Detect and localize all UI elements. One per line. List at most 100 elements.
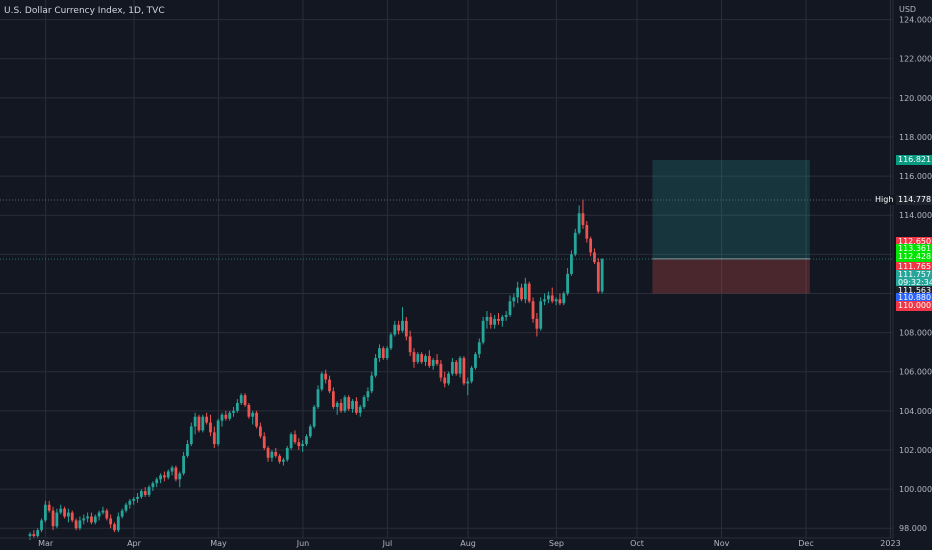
y-tick-label: 106.000 (899, 368, 932, 377)
candle-body (447, 373, 450, 384)
candle-body (512, 297, 516, 302)
candle-body (339, 403, 343, 411)
price-tag: 116.821 (896, 155, 932, 165)
candle-body (328, 379, 331, 392)
candle-body (47, 504, 51, 511)
candle-body (427, 356, 431, 366)
candle-body (105, 510, 109, 519)
price-tag: 111.563 (896, 285, 932, 296)
candle-body (508, 301, 512, 315)
candle-body (404, 320, 408, 337)
candle-body (228, 412, 232, 419)
candle-body (550, 295, 554, 302)
candle-body (163, 475, 166, 478)
candle-body (189, 426, 193, 445)
candle-body (596, 262, 600, 292)
y-tick-label: 104.000 (899, 407, 932, 416)
x-tick-label: May (210, 539, 227, 548)
candle-body (335, 403, 339, 407)
y-tick-label: 98.000 (899, 524, 927, 533)
candle-body (193, 416, 197, 427)
candle-body (543, 299, 546, 302)
candle-body (247, 404, 251, 417)
candle-body (485, 316, 489, 321)
y-tick-label: 108.000 (899, 329, 932, 338)
candle-body (523, 283, 527, 300)
candle-body (504, 314, 508, 317)
candle-body (128, 500, 132, 505)
stop-zone (652, 258, 810, 294)
candle-body (251, 412, 255, 417)
candle-body (397, 324, 401, 331)
candle-body (40, 520, 43, 531)
candle-body (90, 516, 93, 523)
candle-body (293, 434, 297, 443)
candle-body (481, 320, 485, 343)
price-tag: 110.880 (896, 293, 932, 304)
candle-body (282, 459, 285, 462)
candle-body (370, 375, 374, 392)
candle-body (274, 451, 278, 456)
candle-body (116, 516, 120, 531)
candle-body (593, 252, 596, 263)
candle-body (170, 467, 174, 472)
candles (28, 199, 604, 540)
candle-body (201, 416, 205, 431)
candle-body (331, 391, 335, 407)
candle-body (151, 483, 155, 488)
candle-body (320, 373, 324, 390)
price-tag: 112.650 (896, 236, 932, 247)
candle-body (451, 361, 454, 374)
candle-body (500, 316, 504, 321)
candle-body (343, 397, 347, 411)
candle-body (458, 358, 462, 374)
candle-body (493, 318, 497, 325)
high-price-tag: 114.778 (896, 194, 932, 205)
y-tick-label: 102.000 (899, 446, 932, 455)
candle-body (212, 432, 216, 445)
candle-body (297, 442, 301, 447)
candle-body (166, 471, 170, 478)
candle-body (43, 504, 47, 521)
candle-body (235, 403, 239, 411)
candle-body (577, 213, 581, 233)
candle-body (86, 516, 89, 519)
candle-body (374, 358, 377, 376)
candle-body (474, 354, 477, 368)
y-tick-label: 116.000 (899, 172, 932, 181)
candle-body (109, 518, 113, 525)
x-tick-label: Oct (630, 539, 644, 548)
time-axis[interactable]: Mar Apr May Jun Jul Aug Sep Oct Nov Dec 2023 (38, 539, 901, 548)
x-tick-label: Jun (296, 539, 310, 548)
x-tick-label: Apr (127, 539, 142, 548)
candle-body (381, 348, 385, 359)
candle-body (497, 318, 500, 321)
candle-body (67, 512, 70, 517)
candle-body (570, 254, 573, 274)
candle-body (270, 451, 274, 458)
candle-body (285, 448, 289, 460)
candle-body (547, 295, 550, 300)
candle-body (385, 348, 389, 359)
candle-body (32, 534, 36, 537)
candle-body (466, 381, 470, 384)
candle-body (435, 359, 439, 364)
candle-body (351, 401, 354, 409)
candle-body (389, 334, 393, 349)
candle-body (366, 391, 370, 398)
candle-body (28, 534, 32, 537)
candle-body (358, 406, 362, 413)
candle-body (36, 530, 40, 537)
x-tick-label: Nov (714, 539, 730, 548)
candle-body (531, 301, 535, 319)
candle-body (132, 498, 136, 501)
candle-body (186, 444, 189, 456)
candle-body (308, 426, 312, 437)
candle-body (539, 301, 543, 329)
high-label: High (873, 194, 896, 205)
position-zones (652, 160, 810, 294)
y-tick-label: 122.000 (899, 55, 932, 64)
x-tick-label: Aug (460, 539, 476, 548)
candle-body (573, 232, 577, 255)
